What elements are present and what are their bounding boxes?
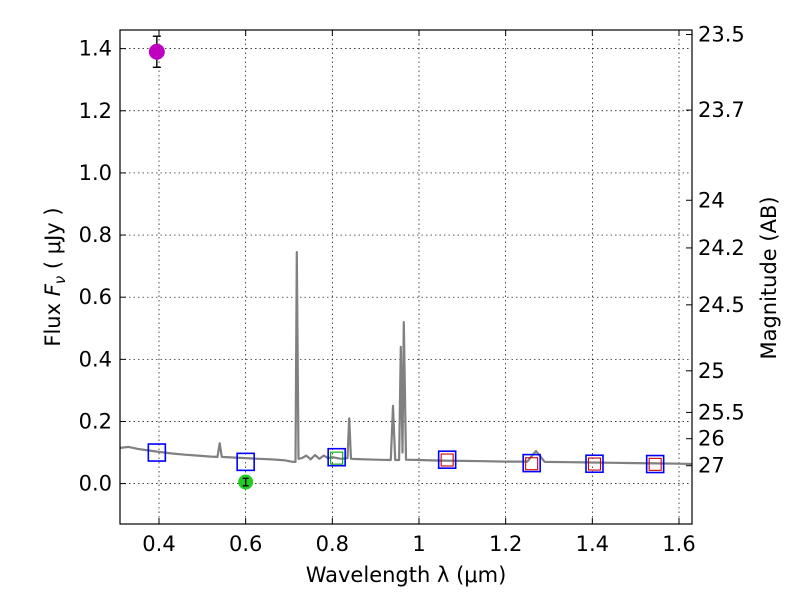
y-axis-title: Flux Fν ( μJy ) <box>41 207 69 346</box>
plot-frame <box>119 29 693 525</box>
data-layer <box>119 35 693 490</box>
inner-square <box>330 451 344 465</box>
y-tick-label: 1.0 <box>79 161 112 185</box>
model-photometry-square <box>645 454 665 474</box>
right-tick-label: 24.2 <box>698 236 745 260</box>
right-axis-title: Magnitude (AB) <box>757 196 781 359</box>
right-tick-label: 23.5 <box>698 23 745 47</box>
x-tick-label: 1 <box>412 532 425 556</box>
y-tick-label: 0.2 <box>79 409 112 433</box>
model-spectrum-line <box>119 251 693 466</box>
y-axis-title-suffix: ( μJy ) <box>41 207 65 275</box>
y-tick-label: 0.4 <box>79 347 112 371</box>
y-axis-title-sub: ν <box>51 276 69 284</box>
model-photometry-square <box>585 454 604 474</box>
right-tick-label: 25 <box>698 359 725 383</box>
right-tick-label: 27 <box>698 454 725 478</box>
x-axis-title: Wavelength λ (μm) <box>306 563 507 587</box>
model-photometry-square <box>147 443 167 462</box>
y-tick-label: 0.8 <box>79 223 112 247</box>
inner-square <box>525 457 539 471</box>
observed-flux-point <box>148 43 165 60</box>
inner-square <box>648 457 662 471</box>
right-tick-label: 23.7 <box>698 98 745 122</box>
right-tick-label: 24.5 <box>698 293 745 317</box>
inner-square <box>587 457 602 471</box>
right-tick-label: 25.5 <box>698 400 745 424</box>
model-photometry-square <box>522 453 541 473</box>
inner-square <box>440 453 454 467</box>
x-tick-label: 1.4 <box>576 532 609 556</box>
y-axis-title-var: F <box>41 283 65 296</box>
right-tick-label: 24 <box>698 188 725 212</box>
x-tick-label: 0.6 <box>229 532 262 556</box>
x-tick-label: 1.6 <box>662 532 695 556</box>
x-tick-label: 0.4 <box>142 532 175 556</box>
y-tick-label: 0.0 <box>79 472 112 496</box>
y-axis-title-prefix: Flux <box>41 296 65 346</box>
model-photometry-square <box>327 447 346 467</box>
model-photometry-square <box>437 450 457 469</box>
grid <box>120 30 692 524</box>
model-photometry-square <box>236 452 255 472</box>
x-tick-label: 0.8 <box>316 532 349 556</box>
y-tick-label: 1.4 <box>79 37 112 61</box>
ticks: 0.4 0.6 0.8 1 1.2 1.4 1.6 0.0 0.2 0.4 0.6 0.8 1.0 1.2… <box>79 23 745 556</box>
y-tick-label: 0.6 <box>79 285 112 309</box>
x-tick-label: 1.2 <box>489 532 522 556</box>
y-tick-label: 1.2 <box>79 99 112 123</box>
right-tick-label: 26 <box>698 427 725 451</box>
